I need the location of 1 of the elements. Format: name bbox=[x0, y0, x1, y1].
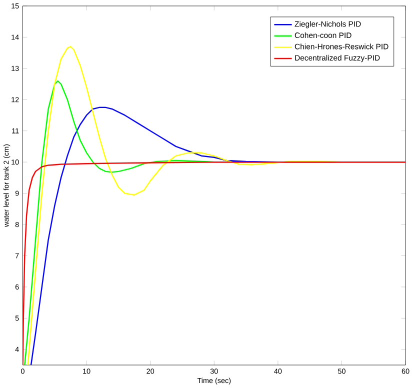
line-series bbox=[22, 161, 406, 366]
